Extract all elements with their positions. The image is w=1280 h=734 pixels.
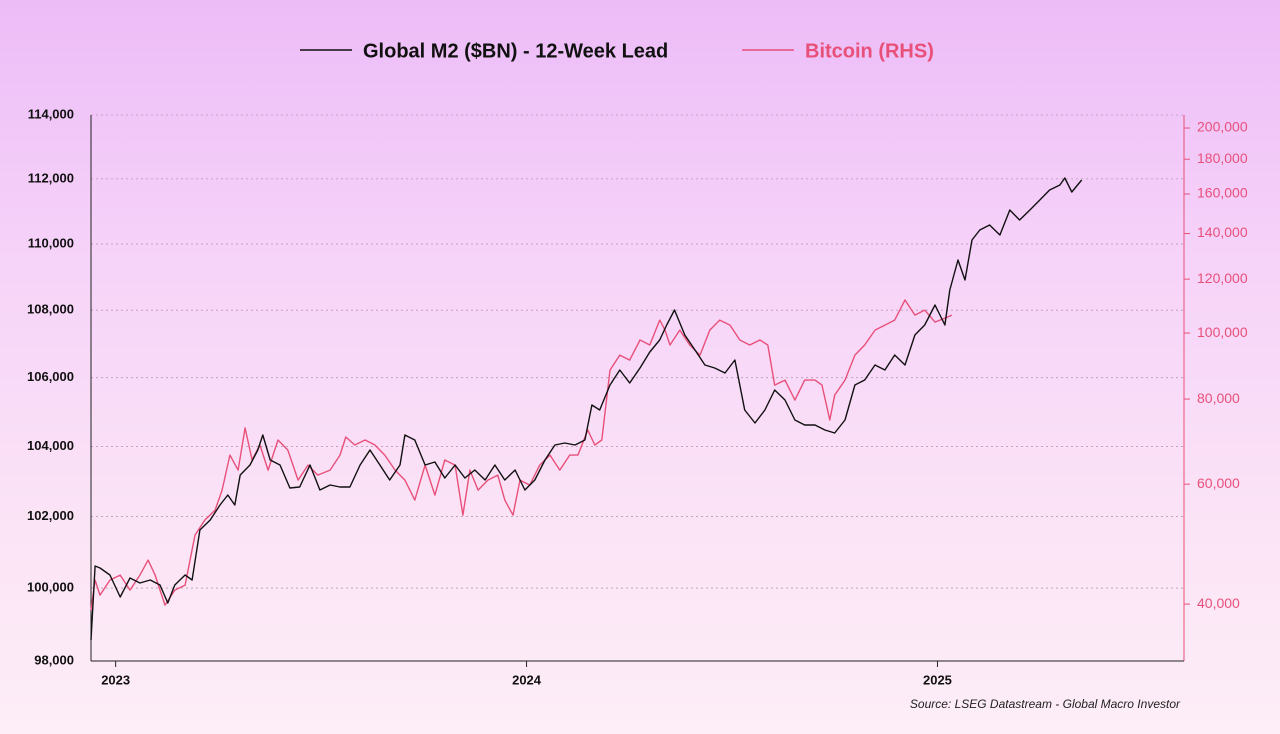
y-tick-label: 108,000 — [27, 302, 74, 317]
y2-tick-label: 200,000 — [1197, 119, 1248, 135]
y-tick-label: 102,000 — [27, 508, 74, 523]
y2-tick-label: 160,000 — [1197, 185, 1248, 201]
y2-tick-label: 140,000 — [1197, 224, 1248, 240]
y2-tick-label: 100,000 — [1197, 324, 1248, 340]
x-tick-label: 2023 — [101, 672, 130, 687]
y2-tick-label: 180,000 — [1197, 150, 1248, 166]
y-tick-label: 114,000 — [28, 106, 74, 121]
y2-tick-label: 60,000 — [1197, 475, 1240, 491]
series-line — [90, 299, 953, 611]
y-tick-label: 100,000 — [27, 579, 74, 594]
y2-tick-label: 80,000 — [1197, 390, 1240, 406]
y-tick-label: 106,000 — [27, 369, 74, 384]
series-line — [90, 177, 1083, 641]
y2-tick-label: 40,000 — [1197, 595, 1240, 611]
y-tick-label: 110,000 — [28, 235, 74, 250]
legend-label: Global M2 ($BN) - 12-Week Lead — [363, 40, 668, 62]
source-note: Source: LSEG Datastream - Global Macro I… — [910, 697, 1181, 711]
y-tick-label: 112,000 — [28, 170, 74, 185]
y-tick-label: 98,000 — [34, 652, 74, 667]
x-tick-label: 2025 — [923, 672, 952, 687]
y2-tick-label: 120,000 — [1197, 270, 1248, 286]
x-tick-label: 2024 — [512, 672, 542, 687]
y-tick-label: 104,000 — [27, 438, 74, 453]
legend-label: Bitcoin (RHS) — [805, 40, 934, 62]
